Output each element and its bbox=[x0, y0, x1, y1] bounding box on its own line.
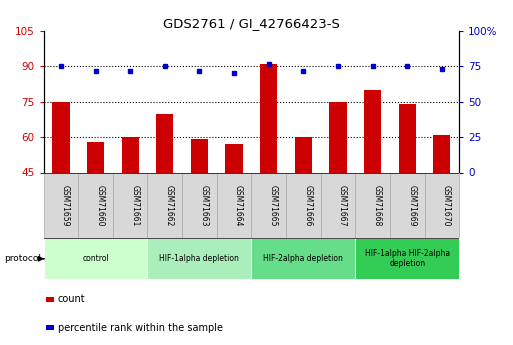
Bar bbox=[78, 172, 113, 238]
Bar bbox=[355, 172, 390, 238]
Bar bbox=[52, 102, 70, 172]
Text: GSM71669: GSM71669 bbox=[407, 185, 416, 226]
Bar bbox=[286, 172, 321, 238]
Bar bbox=[390, 172, 424, 238]
Bar bbox=[329, 102, 347, 172]
Text: GSM71670: GSM71670 bbox=[442, 185, 451, 226]
Bar bbox=[156, 114, 173, 172]
Bar bbox=[148, 172, 182, 238]
Bar bbox=[225, 144, 243, 172]
Bar bbox=[399, 104, 416, 172]
Bar bbox=[251, 238, 355, 279]
Text: count: count bbox=[58, 294, 86, 304]
Text: GSM71662: GSM71662 bbox=[165, 185, 174, 226]
Bar bbox=[182, 172, 216, 238]
Text: percentile rank within the sample: percentile rank within the sample bbox=[58, 323, 223, 333]
Bar bbox=[87, 142, 104, 172]
Text: GSM71664: GSM71664 bbox=[234, 185, 243, 226]
Bar bbox=[355, 238, 459, 279]
Text: HIF-1alpha HIF-2alpha
depletion: HIF-1alpha HIF-2alpha depletion bbox=[365, 249, 450, 268]
Bar bbox=[148, 238, 251, 279]
Bar bbox=[321, 172, 355, 238]
Text: GSM71668: GSM71668 bbox=[372, 185, 382, 226]
Bar bbox=[260, 64, 278, 172]
Text: GSM71667: GSM71667 bbox=[338, 185, 347, 226]
Text: control: control bbox=[82, 254, 109, 263]
Text: GSM71661: GSM71661 bbox=[130, 185, 139, 226]
Bar bbox=[364, 90, 381, 172]
Text: GSM71663: GSM71663 bbox=[200, 185, 208, 226]
Bar bbox=[44, 238, 148, 279]
Bar bbox=[113, 172, 148, 238]
Bar bbox=[44, 172, 78, 238]
Text: protocol: protocol bbox=[4, 254, 41, 263]
Text: GSM71659: GSM71659 bbox=[61, 185, 70, 226]
Text: HIF-1alpha depletion: HIF-1alpha depletion bbox=[160, 254, 240, 263]
Bar bbox=[433, 135, 450, 172]
Text: GSM71666: GSM71666 bbox=[303, 185, 312, 226]
Bar bbox=[122, 137, 139, 172]
Bar bbox=[216, 172, 251, 238]
Bar bbox=[191, 139, 208, 172]
Text: GSM71665: GSM71665 bbox=[269, 185, 278, 226]
Bar bbox=[424, 172, 459, 238]
Text: GSM71660: GSM71660 bbox=[95, 185, 105, 226]
Bar bbox=[294, 137, 312, 172]
Text: HIF-2alpha depletion: HIF-2alpha depletion bbox=[263, 254, 343, 263]
Bar bbox=[251, 172, 286, 238]
Title: GDS2761 / GI_42766423-S: GDS2761 / GI_42766423-S bbox=[163, 17, 340, 30]
